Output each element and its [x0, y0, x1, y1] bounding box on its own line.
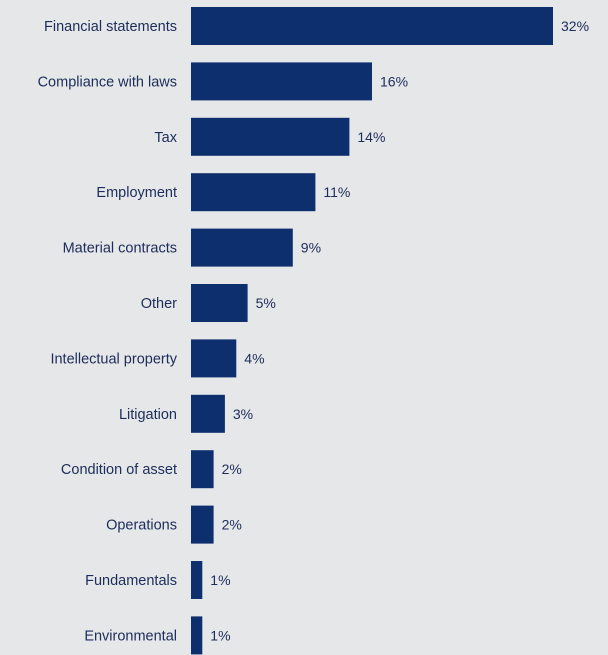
value-label: 14% [357, 129, 385, 145]
value-label: 2% [222, 461, 242, 477]
bar [191, 228, 293, 267]
category-label: Financial statements [44, 19, 177, 35]
value-label: 32% [561, 18, 589, 34]
value-label: 16% [380, 73, 408, 89]
bar [191, 450, 214, 489]
bar [191, 173, 316, 212]
bar [191, 505, 214, 544]
bar [191, 561, 203, 599]
value-label: 4% [244, 350, 264, 366]
category-label: Intellectual property [50, 351, 177, 367]
bars-group [191, 7, 553, 655]
value-label: 5% [256, 295, 276, 311]
value-label: 3% [233, 406, 253, 422]
category-label: Litigation [119, 407, 177, 423]
bar [191, 7, 553, 45]
category-label: Employment [96, 185, 177, 201]
category-label: Other [141, 296, 177, 312]
value-label: 2% [222, 517, 242, 533]
category-labels-group: Financial statements Compliance with laws… [38, 19, 178, 644]
bar [191, 284, 248, 322]
bar [191, 339, 237, 378]
category-label: Tax [154, 130, 177, 146]
bar [191, 117, 350, 156]
category-label: Fundamentals [85, 573, 177, 589]
bar [191, 62, 372, 101]
bar [191, 616, 203, 655]
category-label: Material contracts [63, 241, 177, 257]
category-label: Compliance with laws [38, 74, 177, 90]
bar [191, 394, 225, 433]
value-label: 1% [210, 627, 230, 643]
category-label: Environmental [84, 628, 177, 644]
category-label: Condition of asset [61, 462, 177, 478]
value-labels-group: 32% 16% 14% 11% 9% 5% 4% 3% 2% 2% 1% 1% [210, 18, 589, 643]
value-label: 9% [301, 240, 321, 256]
value-label: 11% [323, 184, 350, 200]
category-label: Operations [106, 518, 177, 534]
value-label: 1% [210, 572, 230, 588]
